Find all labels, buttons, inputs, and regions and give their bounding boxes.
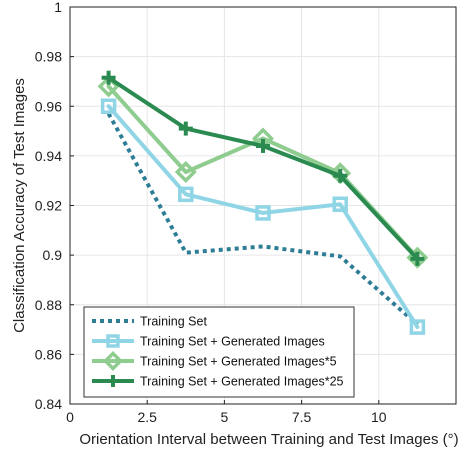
series-line — [106, 84, 420, 260]
y-tick-label: 1 — [54, 0, 62, 15]
y-tick-label: 0.96 — [35, 98, 62, 114]
legend: Training Set Training Set + Generated Ima… — [83, 306, 355, 398]
square-marker — [255, 205, 271, 221]
y-tick-label: 0.94 — [35, 148, 62, 164]
square-marker — [332, 196, 348, 213]
x-tick-label: 0 — [66, 409, 74, 425]
series-line — [106, 75, 420, 261]
legend-item: Training Set + Generated Images — [92, 334, 325, 349]
square-marker — [100, 98, 117, 114]
legend-item: Training Set — [92, 315, 207, 329]
square-marker — [178, 186, 194, 203]
plus-marker — [107, 375, 119, 387]
y-tick-label: 0.86 — [35, 346, 62, 362]
series — [100, 98, 426, 335]
y-axis-label: Classification Accuracy of Test Images — [11, 78, 28, 333]
x-tick-label: 10 — [371, 409, 387, 425]
plus-marker — [410, 251, 425, 266]
square-marker — [106, 334, 120, 348]
y-tick-label: 0.98 — [35, 49, 62, 65]
series — [101, 70, 425, 266]
plus-marker — [256, 138, 270, 153]
y-tick-label: 0.84 — [35, 396, 62, 412]
plus-marker — [333, 168, 348, 183]
plus-marker — [178, 121, 193, 136]
legend-label: Training Set + Generated Images*5 — [140, 355, 337, 369]
y-tick-label: 0.9 — [43, 247, 63, 263]
diamond-marker — [174, 161, 197, 183]
legend-label: Training Set + Generated Images*25 — [140, 375, 344, 389]
data-series — [97, 70, 429, 335]
legend-label: Training Set — [140, 315, 207, 329]
series — [106, 112, 419, 327]
legend-label: Training Set + Generated Images — [140, 335, 325, 349]
x-tick-label: 2.5 — [137, 409, 157, 425]
series-line — [106, 104, 420, 330]
y-tick-label: 0.92 — [35, 198, 62, 214]
plus-marker — [101, 70, 116, 85]
square-marker — [409, 319, 426, 335]
diamond-marker — [103, 351, 123, 371]
x-axis-label: Orientation Interval between Training an… — [79, 431, 458, 448]
x-tick-label: 5 — [221, 409, 229, 425]
y-tick-label: 0.88 — [35, 297, 62, 313]
x-tick-label: 7.5 — [292, 409, 312, 425]
series-line — [106, 112, 419, 327]
legend-item: Training Set + Generated Images*5 — [92, 351, 337, 371]
legend-item: Training Set + Generated Images*25 — [92, 375, 344, 389]
